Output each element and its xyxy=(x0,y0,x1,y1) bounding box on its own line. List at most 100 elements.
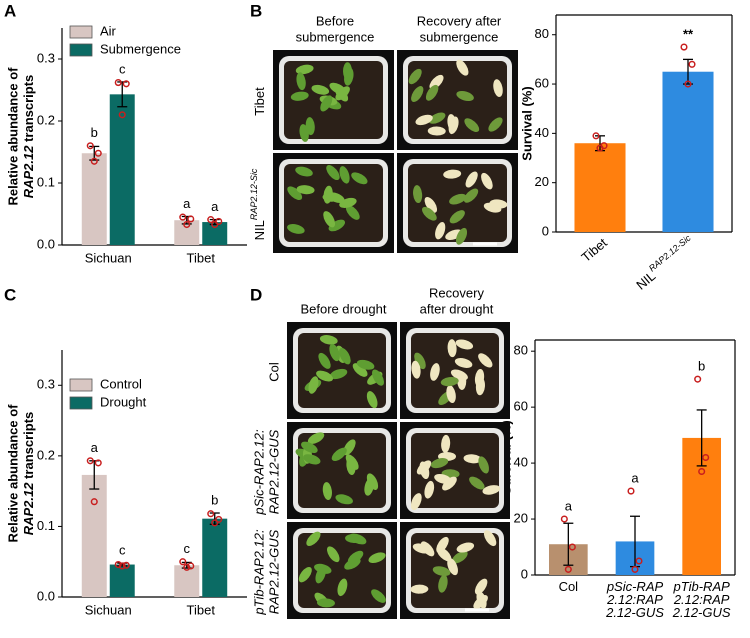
legend-swatch xyxy=(69,43,93,57)
photo-leaf xyxy=(456,542,475,553)
photo-leaf xyxy=(447,339,457,358)
bar xyxy=(202,222,228,245)
y-tick-label: 60 xyxy=(535,75,549,90)
bar xyxy=(81,153,107,245)
photo-leaf xyxy=(327,192,345,204)
photo-leaf xyxy=(476,591,487,609)
photo-leaf xyxy=(345,205,360,220)
photo-column-header: Recovery xyxy=(429,285,484,300)
data-point xyxy=(86,142,94,150)
photo-leaf xyxy=(295,64,314,75)
photo-leaf xyxy=(320,95,333,112)
data-point xyxy=(94,149,102,157)
photo-leaf xyxy=(296,185,315,195)
data-point xyxy=(694,375,702,383)
photo-leaf xyxy=(410,584,429,594)
photo-leaf xyxy=(412,543,431,554)
photo-soil xyxy=(284,164,383,242)
photo-row-label: pSic-RAP2.12: xyxy=(251,429,266,516)
photo-leaf xyxy=(308,376,319,394)
panel-label: C xyxy=(4,285,16,304)
photo-leaf xyxy=(319,335,338,345)
data-point xyxy=(596,144,604,152)
photo-leaf xyxy=(451,550,468,564)
data-point xyxy=(183,220,191,229)
photo-leaf xyxy=(346,457,356,475)
photo-leaf xyxy=(371,589,386,603)
photo-leaf xyxy=(344,67,354,86)
data-point xyxy=(702,453,710,462)
photo-leaf xyxy=(488,117,503,132)
photo-leaf xyxy=(416,460,432,475)
panel-label: D xyxy=(250,285,262,304)
data-point xyxy=(114,79,122,87)
y-tick-label: 0.1 xyxy=(37,518,55,533)
photo-leaf xyxy=(339,347,351,365)
x-tick-label-line: Col xyxy=(559,579,579,594)
y-tick-label: 0.3 xyxy=(37,50,55,65)
photo-leaf xyxy=(327,546,340,563)
letter-label: a xyxy=(91,440,99,455)
photo-leaf xyxy=(425,84,439,101)
bar xyxy=(81,474,107,597)
photo-leaf xyxy=(483,202,502,213)
photo-leaf xyxy=(311,84,330,95)
photo-leaf xyxy=(481,172,493,190)
data-point xyxy=(564,565,572,573)
data-point xyxy=(114,560,122,569)
letter-label: c xyxy=(184,541,191,556)
photo-column-header: Before drought xyxy=(300,301,386,316)
photo-leaf xyxy=(329,368,348,380)
photo-leaf xyxy=(323,211,336,228)
data-point xyxy=(90,157,98,165)
letter-label: b xyxy=(698,359,705,374)
photo-leaf xyxy=(331,447,347,462)
photo-leaf xyxy=(335,494,353,505)
data-point xyxy=(635,557,643,565)
photo-leaf xyxy=(356,359,375,370)
legend-label: Air xyxy=(100,23,117,38)
x-tick-label: Sichuan xyxy=(85,602,132,617)
panel-label: B xyxy=(250,1,262,20)
photo-leaf xyxy=(465,171,478,188)
photo-leaf xyxy=(295,166,313,177)
x-tick-label-line: 2.12:RAP xyxy=(673,592,730,607)
data-point xyxy=(211,519,219,527)
photo-leaf xyxy=(303,454,321,465)
legend-label: Drought xyxy=(100,394,147,409)
photo-row-label: RAP2.12-GUS xyxy=(266,429,281,514)
data-point xyxy=(592,132,600,140)
bar xyxy=(109,564,135,597)
photo-column-header: Before xyxy=(316,13,354,28)
y-axis-label-gene: RAP2.12 xyxy=(21,482,36,536)
photo-leaf xyxy=(440,376,459,387)
photo-row-label-text: Tibet xyxy=(252,87,267,116)
y-tick-label: 0.2 xyxy=(37,112,55,127)
y-tick-label: 20 xyxy=(535,174,549,189)
data-point xyxy=(207,216,215,224)
x-tick-label-sup: RAP2.12-Sic xyxy=(647,233,693,274)
data-point xyxy=(211,220,219,229)
y-tick-label: 0.3 xyxy=(37,377,55,392)
photo-leaf xyxy=(493,79,503,97)
photo-leaf xyxy=(441,434,451,453)
photo-leaf xyxy=(287,186,303,201)
photo-leaf xyxy=(301,441,318,454)
x-tick-label: Col xyxy=(559,579,579,594)
photo-leaf xyxy=(469,476,485,490)
photo-leaf xyxy=(318,352,331,369)
photo-leaf xyxy=(483,530,497,547)
photo-leaf xyxy=(429,74,444,90)
y-axis-label: Relative abundance of xyxy=(5,67,20,206)
data-point xyxy=(187,215,195,223)
photo-leaf xyxy=(446,385,456,404)
photo-leaf xyxy=(408,68,422,85)
legend-label: Submergence xyxy=(100,41,181,56)
x-tick-label: pSic-RAP 2.12:RAP 2.12-GUS xyxy=(605,579,664,620)
y-tick-label: 80 xyxy=(535,26,549,41)
x-tick-label-line: 2.12-GUS xyxy=(605,605,664,620)
legend-swatch xyxy=(69,25,93,39)
photo-leaf xyxy=(339,197,357,208)
x-tick-label: NILRAP2.12-Sic xyxy=(632,233,699,293)
